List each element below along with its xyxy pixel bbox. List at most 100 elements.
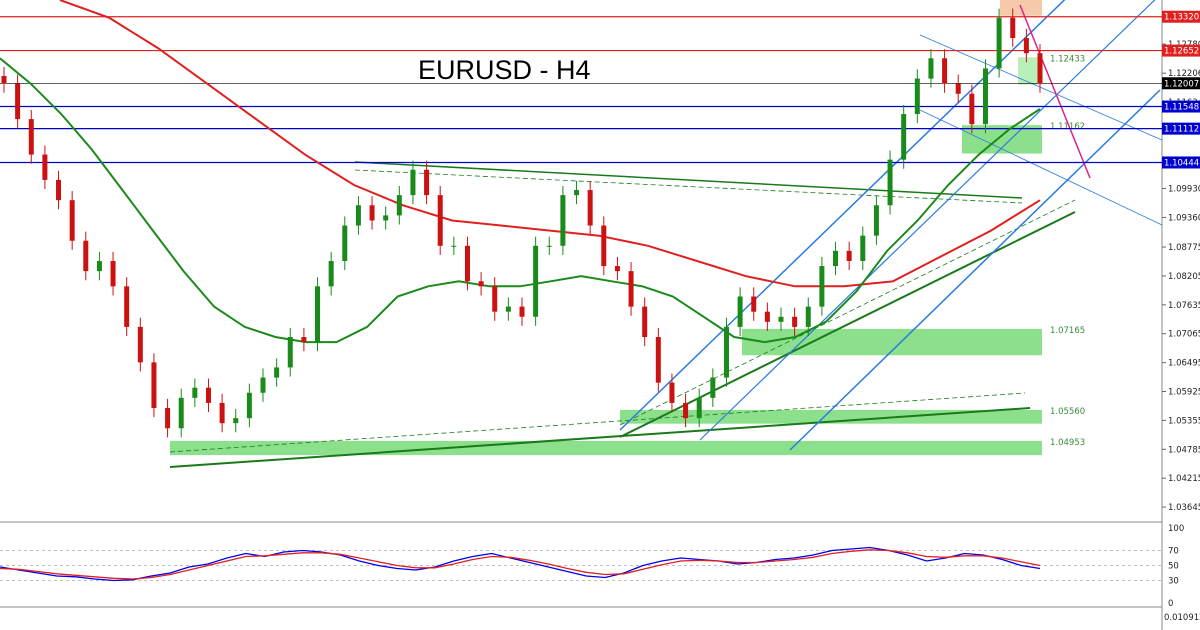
candle-body (901, 114, 907, 160)
indicator-layer: 0.010912 (1164, 613, 1200, 623)
candle-body (601, 225, 607, 267)
channel-line-upper (619, 0, 1066, 431)
candle-body (846, 250, 852, 261)
channel-line-middle (699, 0, 1156, 441)
zone-label-4: 1.04953 (1050, 438, 1085, 448)
candle-body (996, 17, 1002, 69)
candle-body (955, 83, 961, 94)
osc-line-1 (0, 549, 1041, 580)
level-tag-3 (1162, 100, 1200, 113)
candle-body (451, 245, 457, 247)
zone-label-2: 1.07165 (1050, 326, 1085, 336)
candle-body (355, 205, 361, 226)
price-tick-11: 1.06495 (1168, 359, 1200, 369)
support-trendline-lower (169, 407, 1031, 468)
candle-body (887, 159, 893, 206)
candle-body (178, 397, 184, 429)
osc-tick-1: 70 (1168, 547, 1179, 557)
candle-body (246, 392, 252, 419)
price-tick-1: 1.12206 (1168, 69, 1200, 79)
magenta-downtrend-line (1019, 4, 1091, 179)
candle-body (710, 377, 716, 398)
support-trendline-lower-dashed (169, 392, 1026, 453)
zone-label-3: 1.05560 (1050, 407, 1085, 417)
candle-body (928, 58, 934, 79)
level-label-4: 1.11112 (1164, 125, 1199, 135)
ma-fast-line (0, 57, 1041, 344)
price-tick-16: 1.03645 (1168, 503, 1200, 513)
candle-body (205, 387, 211, 403)
candle-body (1037, 53, 1043, 84)
candle-body (96, 261, 102, 272)
candle-body (424, 169, 430, 196)
candle-body (533, 245, 539, 317)
indicator-tick-0: 0.010912 (1164, 613, 1200, 623)
price-tick-5: 1.09930 (1168, 185, 1200, 195)
candle-body (614, 266, 620, 272)
candle-body (301, 337, 307, 343)
candle-body (110, 261, 116, 287)
main-panel-background (0, 0, 1162, 522)
candle-body (833, 250, 839, 267)
candle-body (873, 205, 879, 236)
candle-body (287, 337, 293, 368)
chart-title: EURUSD - H4 (418, 55, 591, 85)
candle-body (778, 316, 784, 322)
levels-layer (0, 16, 1162, 164)
candle-body (505, 306, 511, 312)
candle-body (83, 240, 89, 272)
candle-body (860, 235, 866, 261)
candle-body (792, 316, 798, 327)
candle-body (410, 169, 416, 196)
candle-body (683, 402, 689, 419)
level-tag-5 (1162, 156, 1200, 169)
candle-body (669, 382, 675, 403)
candle-body (519, 306, 525, 317)
resistance-trendline-dashed (354, 169, 1023, 204)
price-tick-7: 1.08775 (1168, 243, 1200, 253)
level-label-5: 1.10444 (1164, 158, 1199, 168)
candle-body (274, 367, 280, 378)
resistance-trendline (354, 161, 1023, 199)
candle-body (1010, 17, 1016, 39)
level-tag-1 (1162, 44, 1200, 57)
candle-body (478, 281, 484, 287)
candle-body (69, 200, 75, 241)
candle-body (192, 387, 198, 398)
level-label-0: 1.13320 (1164, 13, 1199, 23)
level-tag-0 (1162, 10, 1200, 23)
level-tag-4 (1162, 122, 1200, 135)
ma-slow-line (59, 0, 1041, 288)
osc-tick-2: 50 (1168, 562, 1179, 572)
candle-body (124, 286, 130, 327)
candle-body (982, 68, 988, 125)
osc-line-0 (0, 546, 1041, 582)
zone-label-1: 1.11162 (1050, 122, 1085, 132)
candle-body (342, 225, 348, 261)
candle-body (1023, 38, 1029, 54)
candle-body (574, 190, 580, 196)
level-label-3: 1.11548 (1164, 103, 1199, 113)
candle-body (764, 311, 770, 322)
candle-body (696, 397, 702, 419)
price-tick-13: 1.05355 (1168, 416, 1200, 426)
osc-tick-0: 100 (1168, 524, 1184, 534)
candle-body (369, 205, 375, 221)
candle-body (15, 83, 21, 120)
candle-body (396, 195, 402, 216)
candle-body (587, 190, 593, 226)
trendline-layer (169, 0, 1163, 468)
candle-body (328, 261, 334, 287)
support-trendline-mid (619, 211, 1076, 438)
support-trendline-mid-dashed (619, 199, 1076, 426)
candle-body (260, 377, 266, 393)
candle-body (492, 286, 498, 312)
candle-body (819, 266, 825, 307)
candle-body (642, 306, 648, 338)
candle-body (219, 402, 225, 424)
candle-body (151, 362, 157, 408)
candle-body (942, 58, 948, 84)
level-tag-2 (1162, 77, 1200, 90)
